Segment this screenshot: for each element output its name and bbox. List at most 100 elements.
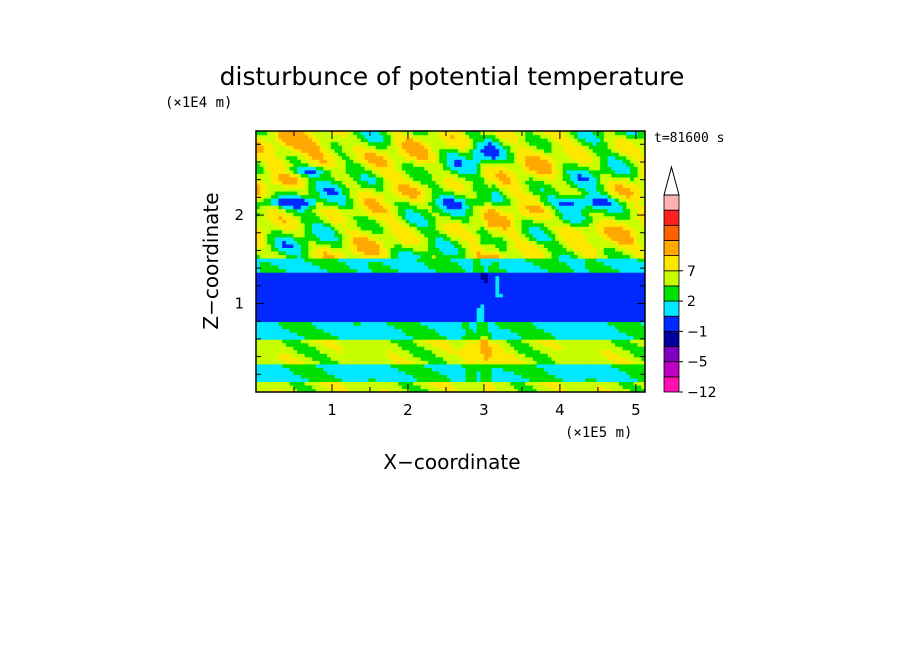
- heatmap-cell: [487, 310, 493, 316]
- heatmap-cell: [443, 384, 448, 390]
- heatmap-cell: [285, 247, 291, 252]
- heatmap-cell: [379, 257, 384, 263]
- heatmap-cell: [293, 250, 298, 256]
- heatmap-cell: [566, 335, 571, 340]
- heatmap-cell: [308, 381, 313, 386]
- heatmap-cell: [544, 261, 549, 266]
- heatmap-cell: [626, 307, 631, 312]
- heatmap-cell: [345, 243, 351, 248]
- heatmap-cell: [555, 377, 560, 383]
- heatmap-cell: [491, 328, 496, 333]
- heatmap-cell: [304, 360, 309, 365]
- heatmap-cell: [626, 282, 631, 287]
- heatmap-cell: [379, 356, 384, 361]
- heatmap-cell: [544, 229, 549, 234]
- heatmap-cell: [454, 328, 459, 333]
- heatmap-cell: [416, 243, 422, 248]
- heatmap-cell: [573, 353, 579, 358]
- heatmap-cell: [633, 254, 639, 259]
- heatmap-cell: [461, 324, 467, 330]
- heatmap-cell: [371, 254, 377, 259]
- heatmap-cell: [293, 353, 298, 358]
- heatmap-cell: [267, 342, 272, 347]
- heatmap-cell: [364, 360, 369, 365]
- heatmap-cell: [457, 346, 463, 351]
- heatmap-cell: [319, 303, 324, 308]
- heatmap-cell: [495, 377, 500, 383]
- heatmap-cell: [293, 367, 298, 372]
- heatmap-cell: [435, 367, 440, 372]
- heatmap-cell: [394, 321, 399, 326]
- heatmap-cell: [536, 300, 541, 305]
- heatmap-cell: [540, 332, 545, 337]
- heatmap-cell: [566, 257, 571, 263]
- heatmap-cell: [368, 286, 373, 291]
- heatmap-cell: [297, 377, 302, 383]
- heatmap-cell: [469, 363, 474, 368]
- heatmap-cell: [263, 240, 268, 245]
- heatmap-cell: [529, 324, 534, 330]
- heatmap-cell: [398, 300, 403, 305]
- heatmap-cell: [282, 339, 287, 344]
- heatmap-cell: [618, 229, 624, 234]
- heatmap-cell: [259, 254, 265, 259]
- heatmap-cell: [457, 257, 463, 263]
- heatmap-cell: [555, 367, 560, 372]
- heatmap-cell: [465, 282, 470, 287]
- heatmap-cell: [274, 236, 280, 241]
- heatmap-cell: [555, 257, 560, 263]
- heatmap-cell: [345, 367, 351, 372]
- heatmap-cell: [491, 282, 496, 287]
- heatmap-cell: [349, 381, 354, 386]
- heatmap-cell: [439, 307, 444, 312]
- heatmap-cell: [446, 279, 452, 284]
- heatmap-cell: [293, 307, 298, 312]
- heatmap-cell: [435, 317, 440, 323]
- heatmap-cell: [256, 293, 261, 298]
- heatmap-cell: [484, 342, 489, 347]
- heatmap-cell: [611, 265, 616, 270]
- heatmap-cell: [342, 324, 347, 330]
- heatmap-cell: [551, 300, 556, 305]
- heatmap-cell: [300, 272, 306, 277]
- heatmap-cell: [368, 300, 373, 305]
- heatmap-cell: [454, 381, 459, 386]
- heatmap-cell: [499, 272, 504, 277]
- heatmap-cell: [416, 381, 422, 386]
- heatmap-cell: [345, 321, 351, 326]
- heatmap-cell: [603, 303, 609, 308]
- heatmap-cell: [285, 307, 291, 312]
- heatmap-cell: [555, 324, 560, 330]
- heatmap-cell: [562, 342, 568, 347]
- heatmap-cell: [457, 250, 463, 256]
- heatmap-cell: [267, 286, 272, 291]
- heatmap-cell: [256, 289, 261, 294]
- heatmap-cell: [394, 384, 399, 390]
- heatmap-cell: [491, 268, 496, 273]
- heatmap-cell: [401, 381, 407, 386]
- heatmap-cell: [499, 265, 504, 270]
- heatmap-cell: [270, 254, 276, 259]
- heatmap-cell: [641, 321, 645, 326]
- heatmap-cell: [585, 261, 590, 266]
- heatmap-cell: [600, 300, 605, 305]
- heatmap-cell: [390, 335, 395, 340]
- heatmap-cell: [356, 275, 362, 280]
- heatmap-cell: [289, 356, 295, 361]
- heatmap-cell: [615, 381, 620, 386]
- heatmap-cell: [529, 384, 534, 390]
- heatmap-cell: [274, 289, 280, 294]
- heatmap-cell: [618, 349, 624, 354]
- heatmap-cell: [585, 384, 590, 390]
- heatmap-cell: [581, 272, 586, 277]
- heatmap-cell: [633, 317, 639, 323]
- heatmap-cell: [611, 356, 616, 361]
- heatmap-cell: [588, 328, 594, 333]
- heatmap-cell: [450, 310, 455, 316]
- heatmap-cell: [495, 265, 500, 270]
- heatmap-cell: [439, 229, 444, 234]
- heatmap-cell: [540, 363, 545, 368]
- heatmap-cell: [611, 317, 616, 323]
- heatmap-cell: [529, 335, 534, 340]
- heatmap-cell: [270, 286, 276, 291]
